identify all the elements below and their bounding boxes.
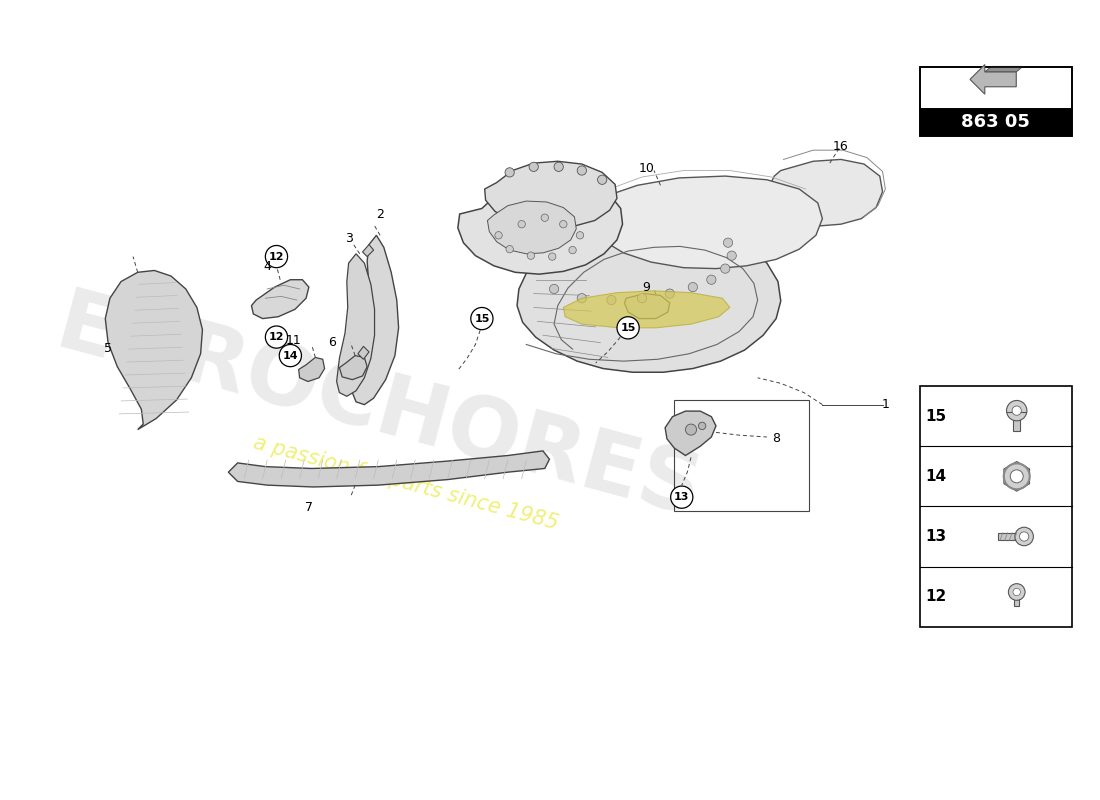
Text: 13: 13	[926, 529, 947, 544]
Polygon shape	[1004, 462, 1030, 491]
Text: 14: 14	[283, 350, 298, 361]
Circle shape	[549, 284, 559, 294]
Polygon shape	[485, 162, 617, 228]
Text: 4: 4	[263, 260, 272, 274]
Circle shape	[1012, 406, 1021, 415]
Circle shape	[518, 221, 526, 228]
Text: 863 05: 863 05	[961, 114, 1031, 131]
Circle shape	[471, 307, 493, 330]
Bar	[1013, 410, 1021, 431]
Text: a passion for parts since 1985: a passion for parts since 1985	[251, 433, 561, 534]
Text: 3: 3	[344, 233, 353, 246]
Circle shape	[1020, 532, 1028, 541]
Circle shape	[617, 317, 639, 339]
Bar	[920, 67, 1072, 136]
Polygon shape	[970, 65, 1016, 94]
Circle shape	[576, 231, 584, 239]
Polygon shape	[358, 346, 368, 359]
Circle shape	[724, 238, 733, 247]
Text: 7: 7	[305, 501, 312, 514]
Circle shape	[527, 252, 535, 259]
Bar	[674, 400, 808, 511]
Bar	[920, 109, 1072, 136]
Circle shape	[1006, 401, 1027, 421]
Circle shape	[495, 231, 503, 239]
Circle shape	[549, 253, 556, 260]
Circle shape	[671, 486, 693, 508]
Bar	[998, 533, 1024, 540]
Circle shape	[637, 294, 647, 303]
Circle shape	[578, 166, 586, 175]
Text: EUROCHORES: EUROCHORES	[47, 283, 709, 535]
Polygon shape	[352, 235, 398, 405]
Text: 5: 5	[104, 342, 112, 354]
Circle shape	[578, 294, 586, 303]
Polygon shape	[769, 159, 882, 226]
Circle shape	[727, 251, 736, 260]
Circle shape	[1015, 527, 1033, 546]
Text: 16: 16	[833, 140, 849, 153]
Text: 12: 12	[268, 332, 284, 342]
Circle shape	[1013, 588, 1021, 596]
Polygon shape	[252, 280, 309, 318]
Circle shape	[265, 246, 287, 268]
Text: 12: 12	[268, 251, 284, 262]
Circle shape	[666, 289, 674, 298]
Text: 6: 6	[328, 336, 336, 349]
Text: 15: 15	[620, 323, 636, 333]
Circle shape	[506, 246, 514, 253]
Circle shape	[569, 246, 576, 254]
Polygon shape	[666, 411, 716, 455]
Polygon shape	[625, 294, 670, 318]
Circle shape	[597, 175, 607, 185]
Polygon shape	[517, 213, 781, 372]
Circle shape	[560, 221, 566, 228]
Polygon shape	[299, 358, 324, 382]
Polygon shape	[106, 270, 202, 430]
Polygon shape	[458, 180, 623, 274]
Text: 9: 9	[642, 281, 650, 294]
Polygon shape	[984, 66, 1023, 72]
Bar	[920, 386, 1072, 626]
Text: 8: 8	[772, 432, 780, 446]
Text: 14: 14	[926, 469, 947, 484]
Circle shape	[607, 295, 616, 305]
Circle shape	[689, 282, 697, 292]
Circle shape	[505, 168, 515, 177]
Circle shape	[1009, 584, 1025, 600]
FancyBboxPatch shape	[920, 67, 1072, 109]
Circle shape	[685, 424, 696, 435]
Circle shape	[1010, 470, 1023, 483]
Text: 15: 15	[474, 314, 490, 323]
Circle shape	[720, 264, 730, 274]
Circle shape	[698, 422, 706, 430]
Text: 10: 10	[639, 162, 654, 175]
Polygon shape	[337, 254, 375, 396]
Text: 11: 11	[285, 334, 301, 347]
Circle shape	[554, 162, 563, 171]
Text: 15: 15	[926, 409, 947, 424]
Circle shape	[265, 326, 287, 348]
Polygon shape	[229, 451, 549, 487]
Polygon shape	[586, 176, 823, 269]
Polygon shape	[340, 355, 367, 380]
Circle shape	[529, 162, 538, 171]
Text: 1: 1	[881, 398, 889, 411]
Text: 2: 2	[376, 209, 384, 222]
Polygon shape	[363, 245, 374, 257]
Circle shape	[279, 345, 301, 366]
Text: 12: 12	[925, 589, 947, 604]
Bar	[1014, 592, 1020, 606]
Polygon shape	[487, 201, 576, 254]
Circle shape	[706, 275, 716, 284]
Polygon shape	[563, 291, 730, 328]
Circle shape	[541, 214, 549, 222]
Text: 13: 13	[674, 492, 690, 502]
